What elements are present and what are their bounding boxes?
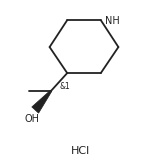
Text: &1: &1 [59, 82, 70, 91]
Text: OH: OH [24, 114, 40, 124]
Polygon shape [32, 90, 52, 113]
Text: HCl: HCl [70, 146, 90, 156]
Text: NH: NH [105, 16, 120, 26]
